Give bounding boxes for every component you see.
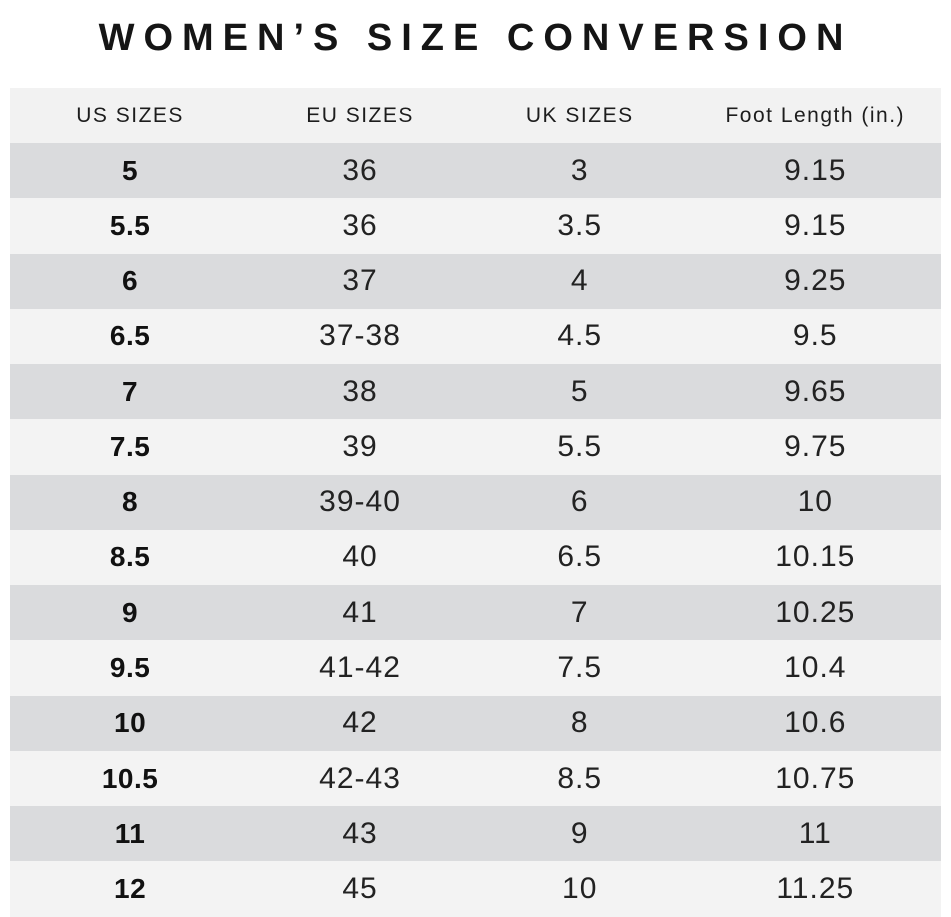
us-size-cell: 7	[122, 375, 139, 407]
column-header-us-sizes: US SIZES	[76, 103, 184, 127]
table-row: 5 36 3 9.15	[10, 143, 941, 199]
table-row: 6.5 37-38 4.5 9.5	[10, 308, 941, 365]
eu-size-cell: 36	[342, 153, 378, 187]
eu-size-cell: 38	[342, 374, 378, 408]
uk-size-cell: 9	[570, 816, 589, 850]
table-row: 11 43 9 11	[10, 806, 941, 862]
foot-length-cell: 9.5	[792, 319, 838, 353]
us-size-cell: 6	[122, 265, 139, 297]
eu-size-cell: 42	[342, 706, 378, 740]
uk-size-cell: 3	[570, 153, 589, 187]
eu-size-cell: 42-43	[319, 761, 401, 795]
eu-size-cell: 45	[342, 872, 378, 906]
eu-size-cell: 39	[342, 429, 378, 463]
uk-size-cell: 3.5	[557, 208, 603, 242]
us-size-cell: 12	[114, 873, 147, 905]
eu-size-cell: 43	[342, 816, 378, 850]
table-row: 10.5 42-43 8.5 10.75	[10, 750, 941, 807]
foot-length-cell: 10.15	[775, 540, 856, 574]
us-size-cell: 6.5	[109, 320, 151, 352]
eu-size-cell: 39-40	[319, 485, 401, 519]
table-row: 8 39-40 6 10	[10, 474, 941, 530]
table-body: 5 36 3 9.15 5.5 36 3.5 9.15 6 37 4 9.25 …	[10, 143, 941, 917]
foot-length-cell: 11	[798, 816, 832, 850]
column-header-eu-sizes: EU SIZES	[306, 103, 414, 127]
eu-size-cell: 37	[342, 264, 378, 298]
eu-size-cell: 41-42	[319, 651, 401, 685]
us-size-cell: 10	[114, 707, 147, 739]
page-title: WOMEN’S SIZE CONVERSION	[98, 17, 853, 59]
foot-length-cell: 10.25	[775, 595, 856, 629]
us-size-cell: 11	[114, 817, 146, 849]
foot-length-cell: 10	[797, 485, 833, 519]
uk-size-cell: 8.5	[557, 761, 603, 795]
eu-size-cell: 40	[342, 540, 378, 574]
size-conversion-table: US SIZES EU SIZES UK SIZES Foot Length (…	[10, 88, 941, 917]
foot-length-cell: 10.75	[775, 761, 856, 795]
foot-length-cell: 9.65	[784, 374, 847, 408]
eu-size-cell: 36	[342, 208, 378, 242]
foot-length-cell: 9.75	[784, 429, 847, 463]
eu-size-cell: 37-38	[319, 319, 401, 353]
table-row: 8.5 40 6.5 10.15	[10, 529, 941, 586]
uk-size-cell: 4.5	[557, 319, 603, 353]
us-size-cell: 9.5	[109, 652, 151, 684]
uk-size-cell: 8	[570, 706, 589, 740]
column-header-foot-length: Foot Length (in.)	[725, 103, 906, 127]
us-size-cell: 5.5	[109, 209, 151, 241]
table-row: 7.5 39 5.5 9.75	[10, 419, 941, 475]
uk-size-cell: 6.5	[557, 540, 603, 574]
us-size-cell: 10.5	[101, 762, 159, 794]
foot-length-cell: 9.15	[784, 153, 847, 187]
us-size-cell: 8	[122, 486, 139, 518]
foot-length-cell: 9.15	[784, 208, 847, 242]
table-row: 6 37 4 9.25	[10, 253, 941, 309]
table-row: 10 42 8 10.6	[10, 695, 941, 751]
table-row: 9 41 7 10.25	[10, 585, 941, 641]
column-header-uk-sizes: UK SIZES	[525, 103, 634, 127]
table-row: 12 45 10 11.25	[10, 861, 941, 917]
uk-size-cell: 7.5	[557, 651, 603, 685]
foot-length-cell: 10.4	[784, 651, 847, 685]
us-size-cell: 5	[122, 154, 139, 186]
table-row: 7 38 5 9.65	[10, 364, 941, 420]
table-row: 9.5 41-42 7.5 10.4	[10, 640, 941, 696]
us-size-cell: 9	[122, 596, 139, 628]
foot-length-cell: 10.6	[784, 706, 847, 740]
us-size-cell: 7.5	[109, 430, 151, 462]
uk-size-cell: 10	[562, 872, 598, 906]
uk-size-cell: 5	[570, 374, 589, 408]
foot-length-cell: 11.25	[776, 872, 855, 906]
uk-size-cell: 7	[570, 595, 589, 629]
eu-size-cell: 41	[342, 595, 378, 629]
uk-size-cell: 4	[570, 264, 589, 298]
uk-size-cell: 5.5	[557, 429, 603, 463]
table-row: 5.5 36 3.5 9.15	[10, 198, 941, 254]
foot-length-cell: 9.25	[784, 264, 847, 298]
uk-size-cell: 6	[570, 485, 589, 519]
table-header-row: US SIZES EU SIZES UK SIZES Foot Length (…	[10, 88, 941, 143]
us-size-cell: 8.5	[109, 541, 151, 573]
